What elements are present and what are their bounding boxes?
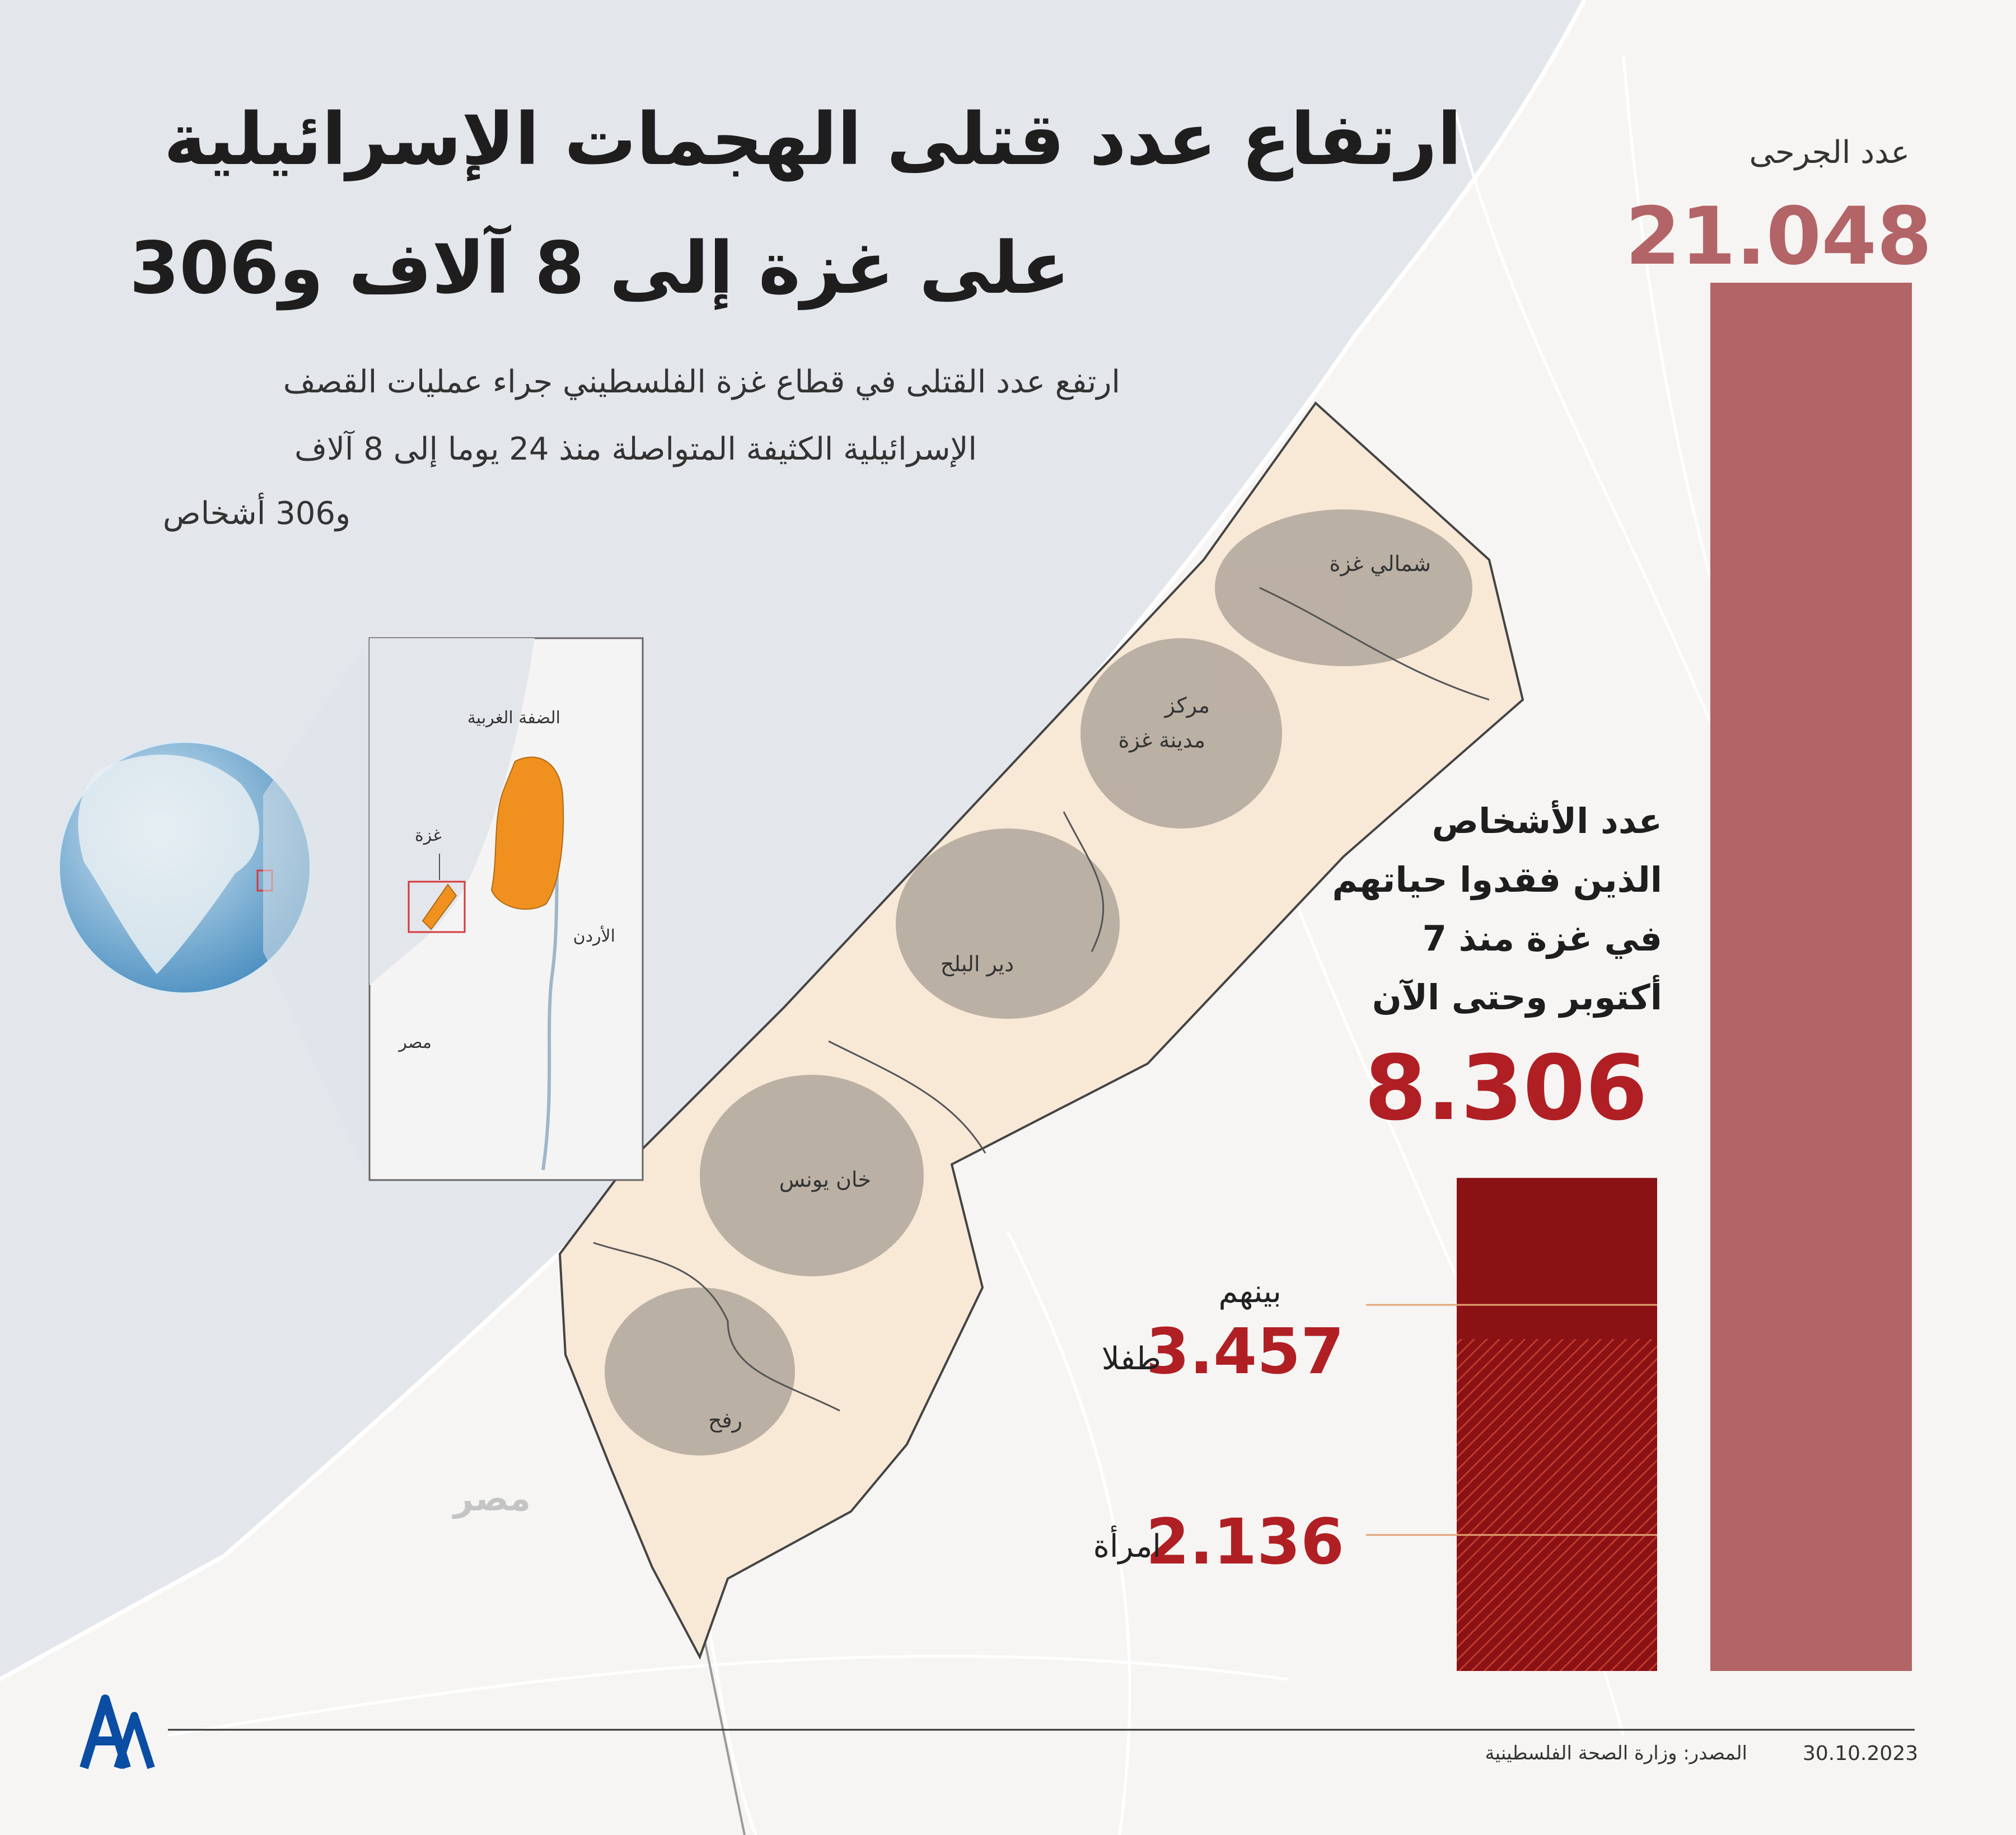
injured-value: 21.048 (1625, 190, 1932, 283)
children-value: 3.457 (1145, 1316, 1344, 1388)
inset-sea (369, 638, 535, 985)
killed-label-line-3: في غزة منذ 7 (1422, 918, 1662, 959)
region-khan-younis: خان يونس (779, 1167, 871, 1192)
bar-children-women-hatch (1457, 1338, 1657, 1671)
footer-source: المصدر: وزارة الصحة الفلسطينية (1485, 1742, 1747, 1764)
inset-gaza (422, 883, 457, 930)
aa-logo-icon (79, 1694, 155, 1770)
inset-gaza-locator (408, 881, 466, 933)
headline-line-2: على غزة إلى 8 آلاف و306 (129, 227, 1070, 310)
subtitle-line-1: ارتفع عدد القتلى في قطاع غزة الفلسطيني ج… (283, 364, 1120, 400)
killed-label-line-4: أكتوبر وحتى الآن (1372, 977, 1662, 1018)
gaza-strip (558, 401, 1524, 1660)
killed-value: 8.306 (1364, 1036, 1648, 1140)
egypt-label: مصر (453, 1478, 531, 1519)
urban-areas (605, 509, 1472, 1455)
among-label: بينهم (1218, 1274, 1281, 1310)
inset-west-bank (490, 756, 564, 910)
footer-date: 30.10.2023 (1803, 1742, 1919, 1765)
women-value: 2.136 (1145, 1506, 1344, 1579)
governorate-borders (593, 587, 1490, 1412)
globe-land (78, 754, 259, 974)
injured-label: عدد الجرحى (1749, 134, 1910, 171)
bar-injured (1710, 283, 1912, 1671)
region-gaza-city-line-1: مركز (1164, 693, 1210, 718)
killed-label-line-1: عدد الأشخاص (1432, 801, 1662, 841)
women-label: امرأة (1093, 1528, 1161, 1565)
children-label: طفلا (1101, 1341, 1161, 1377)
headline-line-1: ارتفاع عدد قتلى الهجمات الإسرائيلية (163, 98, 1462, 181)
inset-egypt-label: مصر (399, 1033, 432, 1052)
region-rafah: رفح (708, 1408, 742, 1433)
killed-label-line-2: الذين فقدوا حياتهم (1332, 859, 1662, 900)
inset-west-bank-label: الضفة الغربية (467, 708, 560, 728)
subtitle-line-2: الإسرائيلية الكثيفة المتواصلة منذ 24 يوم… (294, 431, 977, 467)
zoom-cone (263, 638, 369, 1180)
sea (0, 0, 1584, 1679)
inset-gaza-label: غزة (415, 826, 442, 845)
subtitle-line-3: و306 أشخاص (162, 495, 350, 532)
inset-jordan-label: الأردن (573, 926, 615, 946)
region-north-gaza: شمالي غزة (1329, 551, 1431, 576)
region-deir-al-balah: دير البلح (940, 952, 1014, 976)
region-gaza-city-line-2: مدينة غزة (1118, 728, 1205, 752)
